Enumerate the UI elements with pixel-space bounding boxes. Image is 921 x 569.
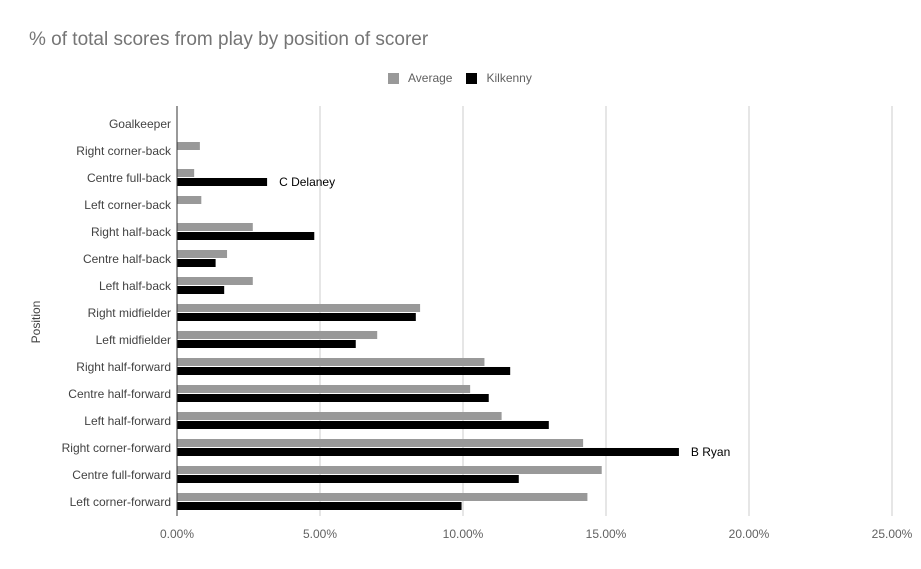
bar-average-centre-half-forward (177, 385, 471, 393)
annotation-b-ryan: B Ryan (691, 445, 730, 459)
y-tick-label-left-midfielder: Left midfielder (96, 333, 171, 347)
x-tick-label: 0.00% (160, 527, 194, 541)
x-tick-label: 25.00% (872, 527, 913, 541)
y-tick-label-right-midfielder: Right midfielder (88, 306, 171, 320)
bar-kilkenny-centre-full-forward (177, 475, 519, 483)
annotation-c-delaney: C Delaney (279, 175, 335, 189)
legend-item-kilkenny[interactable]: Kilkenny (466, 71, 532, 85)
bar-kilkenny-right-half-forward (177, 367, 511, 375)
y-tick-label-centre-half-back: Centre half-back (83, 252, 172, 266)
bar-average-right-corner-back (177, 142, 200, 150)
bar-kilkenny-left-corner-forward (177, 502, 462, 510)
bar-kilkenny-left-midfielder (177, 340, 356, 348)
bar-average-left-corner-forward (177, 493, 588, 501)
bar-average-left-corner-back (177, 196, 202, 204)
bar-average-right-midfielder (177, 304, 421, 312)
bar-average-centre-full-back (177, 169, 195, 177)
x-tick-label: 10.00% (443, 527, 484, 541)
legend-swatch-kilkenny (466, 72, 478, 84)
y-tick-label-right-half-back: Right half-back (91, 225, 172, 239)
bar-kilkenny-right-midfielder (177, 313, 416, 321)
bar-kilkenny-right-half-back (177, 232, 315, 240)
x-tick-label: 5.00% (303, 527, 337, 541)
x-tick-label: 15.00% (586, 527, 627, 541)
x-tick-label: 20.00% (729, 527, 770, 541)
bar-average-left-half-back (177, 277, 253, 285)
bar-average-left-half-forward (177, 412, 502, 420)
bar-average-left-midfielder (177, 331, 378, 339)
y-tick-label-left-corner-forward: Left corner-forward (70, 495, 171, 509)
y-tick-label-centre-half-forward: Centre half-forward (68, 387, 171, 401)
bar-average-centre-full-forward (177, 466, 602, 474)
y-tick-label-left-half-forward: Left half-forward (84, 414, 171, 428)
y-tick-label-right-half-forward: Right half-forward (76, 360, 171, 374)
bar-kilkenny-centre-full-back (177, 178, 268, 186)
legend-label-kilkenny: Kilkenny (486, 71, 532, 85)
bar-average-centre-half-back (177, 250, 228, 258)
chart-legend: Average Kilkenny (388, 71, 546, 85)
legend-item-average[interactable]: Average (388, 71, 452, 85)
bar-kilkenny-centre-half-forward (177, 394, 489, 402)
bar-kilkenny-centre-half-back (177, 259, 216, 267)
y-tick-label-goalkeeper: Goalkeeper (109, 117, 171, 131)
bar-kilkenny-left-half-back (177, 286, 225, 294)
bar-kilkenny-left-half-forward (177, 421, 549, 429)
bar-average-right-half-back (177, 223, 253, 231)
y-tick-label-right-corner-forward: Right corner-forward (62, 441, 171, 455)
y-axis-title: Position (29, 301, 43, 344)
y-tick-label-centre-full-forward: Centre full-forward (72, 468, 171, 482)
bar-average-right-half-forward (177, 358, 485, 366)
y-tick-label-right-corner-back: Right corner-back (76, 144, 172, 158)
y-tick-label-left-half-back: Left half-back (99, 279, 172, 293)
legend-label-average: Average (408, 71, 453, 85)
bar-kilkenny-right-corner-forward (177, 448, 679, 456)
y-tick-label-left-corner-back: Left corner-back (84, 198, 172, 212)
y-tick-label-centre-full-back: Centre full-back (87, 171, 172, 185)
bar-average-right-corner-forward (177, 439, 584, 447)
legend-swatch-average (388, 72, 399, 84)
chart-title: % of total scores from play by position … (29, 29, 429, 50)
